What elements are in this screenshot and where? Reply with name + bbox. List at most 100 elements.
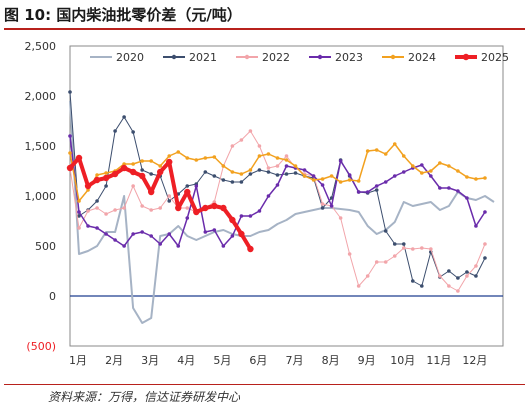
x-tick-label: 2月	[105, 354, 123, 367]
data-point-2022	[447, 284, 451, 288]
data-point-2022	[212, 200, 217, 204]
data-point-2023	[149, 234, 153, 238]
data-point-2025	[202, 204, 209, 212]
data-point-2023	[230, 234, 235, 238]
data-point-2021	[185, 184, 190, 188]
data-point-2023	[176, 244, 181, 248]
data-point-2023	[212, 228, 217, 232]
data-point-2023	[338, 159, 343, 163]
data-point-2022	[122, 206, 126, 210]
data-point-2023	[447, 186, 451, 190]
y-tick-label: 500	[35, 240, 56, 253]
x-tick-label: 6月	[249, 354, 267, 367]
plot-frame	[69, 45, 504, 347]
data-point-2022	[86, 209, 90, 213]
data-point-2022	[230, 144, 235, 148]
data-point-2024	[338, 180, 343, 184]
data-point-2024	[456, 169, 460, 173]
data-point-2021	[257, 168, 262, 172]
data-point-2022	[483, 242, 487, 246]
data-point-2023	[167, 232, 172, 236]
data-point-2024	[447, 164, 451, 168]
data-point-2021	[410, 279, 415, 283]
y-tick-label: 1,500	[25, 140, 57, 153]
data-point-2023	[420, 163, 424, 167]
data-point-2022	[392, 254, 397, 258]
data-point-2023	[239, 214, 244, 218]
data-point-2022	[239, 138, 244, 142]
data-point-2023	[474, 224, 478, 228]
x-tick-label: 11月	[426, 354, 451, 367]
legend-label-2022: 2022	[262, 51, 290, 64]
data-point-2022	[104, 212, 108, 216]
data-point-2023	[104, 232, 108, 236]
data-point-2024	[194, 158, 199, 162]
data-point-2021	[456, 276, 460, 280]
data-point-2022	[266, 166, 271, 170]
data-point-2024	[374, 148, 379, 152]
data-point-2021	[293, 171, 298, 175]
data-point-2025	[147, 188, 155, 196]
data-point-2021	[77, 214, 81, 218]
data-point-2022	[420, 246, 424, 250]
data-point-2021	[104, 184, 108, 188]
legend-label-2023: 2023	[335, 51, 363, 64]
legend-label-2021: 2021	[189, 51, 217, 64]
data-point-2021	[447, 269, 451, 273]
data-point-2024	[356, 179, 361, 183]
data-point-2021	[131, 130, 135, 134]
data-point-2023	[347, 173, 352, 177]
data-point-2023	[392, 174, 397, 178]
data-point-2025	[111, 170, 119, 178]
data-point-2021	[149, 172, 153, 176]
data-point-2021	[266, 170, 271, 174]
data-point-2024	[311, 178, 316, 182]
data-point-2021	[465, 270, 469, 274]
data-point-2023	[77, 210, 81, 214]
data-point-2024	[438, 161, 442, 165]
legend-label-2025: 2025	[481, 51, 509, 64]
data-point-2024	[158, 164, 163, 168]
legend-marker-2022	[244, 54, 250, 60]
data-point-2023	[383, 180, 388, 184]
data-point-2025	[175, 204, 182, 212]
data-point-2024	[465, 175, 469, 179]
data-point-2021	[483, 256, 487, 260]
data-point-2021	[68, 90, 72, 94]
data-point-2021	[221, 178, 226, 182]
line-chart: (500) 0 500 1,000 1,500 2,000 2,500 1月 2月 3月 4月 5月 6…	[25, 40, 510, 367]
data-point-2025	[229, 216, 236, 224]
x-tick-label: 10月	[390, 354, 415, 367]
data-point-2022	[140, 204, 144, 208]
x-tick-label: 5月	[213, 354, 231, 367]
data-point-2025	[238, 230, 245, 238]
data-point-2024	[185, 156, 190, 160]
data-point-2022	[429, 247, 433, 251]
data-point-2022	[374, 260, 379, 264]
data-point-2021	[239, 180, 244, 184]
data-point-2024	[420, 171, 424, 175]
data-point-2023	[456, 189, 460, 193]
data-point-2024	[329, 174, 334, 178]
data-point-2024	[122, 162, 126, 166]
data-point-2021	[392, 242, 397, 246]
data-point-2024	[483, 176, 487, 180]
data-point-2023	[365, 190, 370, 194]
data-point-2022	[438, 274, 442, 278]
data-point-2024	[365, 149, 370, 153]
data-point-2024	[149, 159, 153, 163]
data-point-2023	[483, 210, 487, 214]
data-point-2023	[275, 183, 280, 187]
data-point-2024	[275, 156, 280, 160]
data-point-2024	[176, 150, 181, 154]
series-line-2020	[69, 100, 495, 324]
data-point-2023	[302, 168, 307, 172]
x-tick-label: 7月	[286, 354, 304, 367]
data-point-2022	[365, 274, 370, 278]
data-point-2021	[167, 199, 172, 203]
data-point-2024	[474, 177, 478, 181]
y-tick-label: 2,000	[25, 90, 57, 103]
legend-marker-2025	[462, 53, 470, 61]
data-point-2021	[230, 180, 235, 184]
x-tick-label: 4月	[177, 354, 195, 367]
